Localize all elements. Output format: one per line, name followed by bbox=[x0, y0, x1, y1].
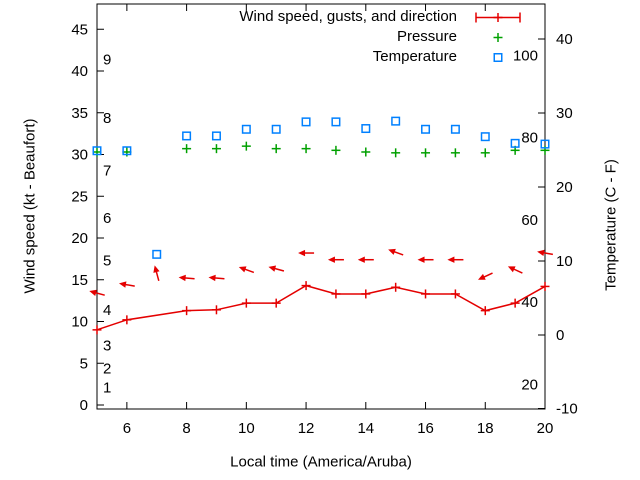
svg-text:10: 10 bbox=[556, 253, 573, 270]
svg-text:5: 5 bbox=[80, 355, 88, 372]
svg-text:14: 14 bbox=[357, 420, 374, 437]
svg-text:40: 40 bbox=[521, 294, 538, 311]
svg-text:16: 16 bbox=[417, 420, 434, 437]
legend-item-wind: Wind speed, gusts, and direction bbox=[239, 8, 457, 25]
svg-text:20: 20 bbox=[521, 376, 538, 393]
svg-text:3: 3 bbox=[103, 338, 111, 355]
svg-text:35: 35 bbox=[71, 105, 88, 122]
svg-text:40: 40 bbox=[71, 63, 88, 80]
svg-text:15: 15 bbox=[71, 272, 88, 289]
svg-text:30: 30 bbox=[556, 105, 573, 122]
svg-text:6: 6 bbox=[123, 420, 131, 437]
svg-text:20: 20 bbox=[71, 230, 88, 247]
svg-text:20: 20 bbox=[537, 420, 554, 437]
svg-text:8: 8 bbox=[103, 110, 111, 127]
legend-item-pressure: Pressure bbox=[396, 28, 457, 45]
svg-text:60: 60 bbox=[521, 212, 538, 229]
y-axis-right-title: Temperature (C - F) bbox=[602, 159, 620, 291]
svg-text:7: 7 bbox=[103, 162, 111, 179]
y-axis-left-title: Wind speed (kt - Beaufort) bbox=[21, 118, 39, 294]
svg-text:25: 25 bbox=[71, 188, 88, 205]
svg-text:6: 6 bbox=[103, 210, 111, 227]
svg-text:80: 80 bbox=[521, 130, 538, 147]
svg-text:0: 0 bbox=[556, 327, 564, 344]
svg-text:0: 0 bbox=[80, 397, 88, 414]
svg-text:10: 10 bbox=[238, 420, 255, 437]
svg-text:9: 9 bbox=[103, 51, 111, 68]
svg-text:20: 20 bbox=[556, 179, 573, 196]
svg-text:45: 45 bbox=[71, 21, 88, 38]
svg-text:10: 10 bbox=[71, 314, 88, 331]
legend-item-temperature: Temperature bbox=[372, 48, 457, 65]
svg-text:5: 5 bbox=[103, 253, 111, 270]
svg-text:30: 30 bbox=[71, 147, 88, 164]
svg-text:8: 8 bbox=[182, 420, 190, 437]
svg-text:100: 100 bbox=[513, 47, 538, 64]
svg-text:-10: -10 bbox=[556, 401, 578, 418]
svg-text:18: 18 bbox=[477, 420, 494, 437]
legend: Wind speed, gusts, and direction Pressur… bbox=[239, 7, 457, 67]
svg-text:12: 12 bbox=[298, 420, 315, 437]
svg-text:4: 4 bbox=[103, 302, 111, 319]
svg-text:1: 1 bbox=[103, 379, 111, 396]
svg-text:40: 40 bbox=[556, 31, 573, 48]
x-axis-title: Local time (America/Aruba) bbox=[230, 453, 412, 471]
svg-text:2: 2 bbox=[103, 360, 111, 377]
